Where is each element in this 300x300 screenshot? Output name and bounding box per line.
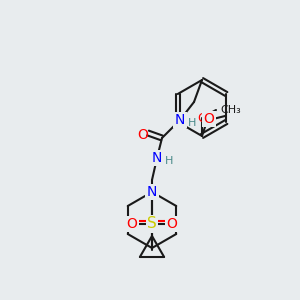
Text: O: O bbox=[167, 217, 177, 231]
Text: H: H bbox=[165, 156, 173, 166]
Text: N: N bbox=[152, 151, 162, 165]
Text: CH₃: CH₃ bbox=[220, 105, 241, 115]
Text: N: N bbox=[175, 113, 185, 127]
Text: O: O bbox=[138, 128, 148, 142]
Text: O: O bbox=[127, 217, 137, 231]
Text: H: H bbox=[188, 118, 196, 128]
Text: O: O bbox=[204, 112, 214, 126]
Text: S: S bbox=[147, 217, 157, 232]
Text: O: O bbox=[197, 112, 207, 124]
Text: N: N bbox=[147, 185, 157, 199]
